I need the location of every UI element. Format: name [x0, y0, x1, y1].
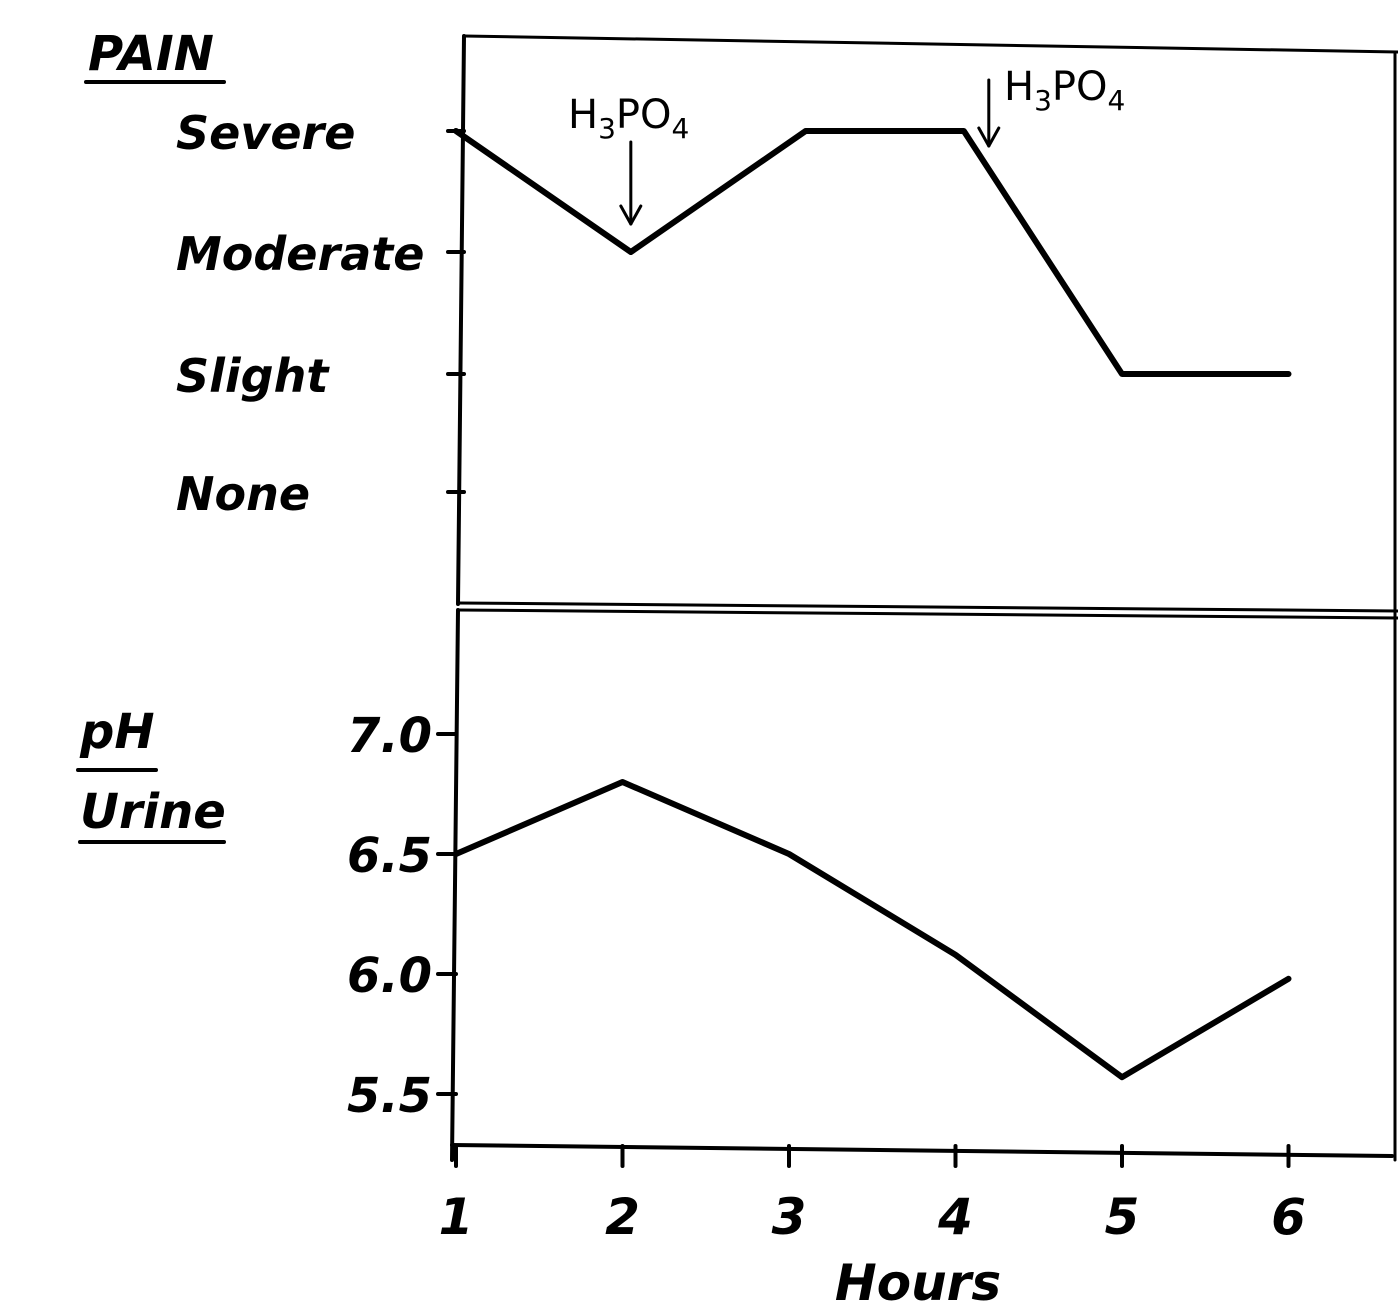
x-axis-title: Hours — [835, 1254, 1001, 1311]
annotation-text: PO — [616, 92, 672, 138]
x-axis: 1 2 3 4 5 6 Hours — [439, 1146, 1306, 1311]
annotation-subscript: 3 — [1034, 84, 1052, 117]
ph-axis-label-line-2: Urine — [80, 784, 226, 840]
pain-axis-line — [458, 36, 464, 604]
x-tick-label: 6 — [1271, 1188, 1306, 1246]
ph-axis-line — [452, 610, 458, 1160]
annotation-text: H — [1004, 64, 1034, 110]
pain-category-label: None — [176, 467, 310, 521]
ph-tick-label: 5.5 — [347, 1068, 432, 1124]
annotation-label: H3PO4 — [1004, 64, 1125, 117]
pain-title: PAIN — [88, 26, 214, 82]
x-tick-label: 2 — [605, 1188, 640, 1246]
chart-frame — [452, 36, 1398, 1160]
annotation-text: PO — [1052, 64, 1108, 110]
annotation-label: H3PO4 — [568, 92, 689, 145]
ph-axis: pH Urine 7.0 6.5 6.0 5.5 — [78, 704, 456, 1124]
ph-series-line — [456, 782, 1289, 1077]
x-axis-line — [452, 1145, 1392, 1156]
annotation-subscript: 3 — [598, 112, 616, 145]
ph-axis-label-line-1: pH — [79, 704, 155, 760]
annotation-text: H — [568, 92, 598, 138]
pain-series-line — [456, 131, 1289, 374]
annotation-subscript: 4 — [672, 112, 690, 145]
pain-axis: PAIN None Slight Moderate Severe — [86, 26, 464, 521]
x-tick-label: 3 — [772, 1188, 807, 1246]
pain-category-label: Slight — [176, 349, 330, 403]
x-tick-label: 1 — [439, 1188, 474, 1246]
pain-category-label: Severe — [176, 106, 355, 160]
x-tick-label: 5 — [1105, 1188, 1140, 1246]
pain-category-label: Moderate — [176, 227, 424, 281]
annotation-subscript: 4 — [1108, 84, 1126, 117]
ph-tick-label: 7.0 — [347, 708, 432, 764]
top-border — [464, 36, 1398, 52]
ph-tick-label: 6.0 — [347, 948, 432, 1004]
ph-tick-label: 6.5 — [347, 828, 432, 884]
x-tick-label: 4 — [937, 1188, 973, 1246]
